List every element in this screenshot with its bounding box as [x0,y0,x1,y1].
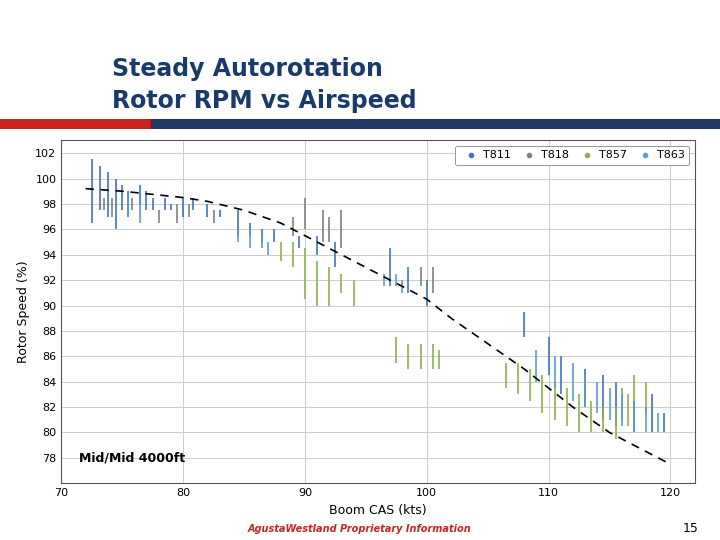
Text: Steady Autorotation: Steady Autorotation [112,57,382,80]
Text: 15: 15 [683,522,698,535]
Text: Rotor RPM vs Airspeed: Rotor RPM vs Airspeed [112,89,416,113]
Text: AgustaWestland Proprietary Information: AgustaWestland Proprietary Information [248,523,472,534]
Legend: T811, T818, T857, T863: T811, T818, T857, T863 [455,146,689,165]
Bar [151,119,720,129]
Text: Mid/Mid 4000ft: Mid/Mid 4000ft [79,451,186,464]
Bar [0,119,151,129]
X-axis label: Boom CAS (kts): Boom CAS (kts) [329,504,427,517]
Y-axis label: Rotor Speed (%): Rotor Speed (%) [17,260,30,363]
